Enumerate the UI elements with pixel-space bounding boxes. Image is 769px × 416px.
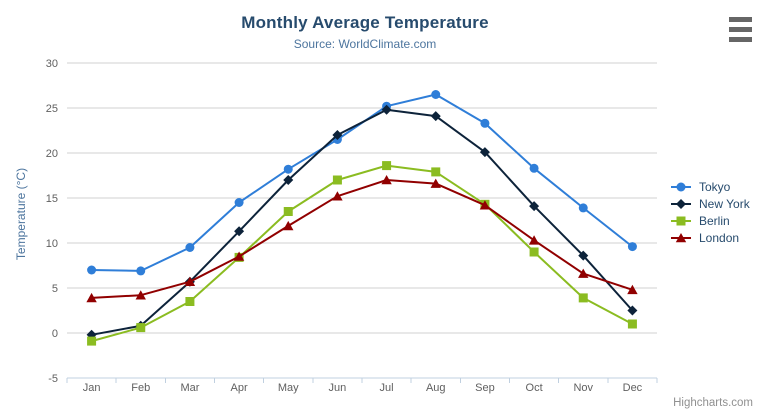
data-point-marker-london[interactable] bbox=[381, 175, 392, 185]
data-point-marker-london[interactable] bbox=[430, 178, 441, 188]
y-axis-tick-label: 5 bbox=[52, 283, 58, 295]
data-point-marker-tokyo[interactable] bbox=[136, 266, 146, 276]
export-menu-button[interactable] bbox=[729, 17, 753, 43]
y-axis-tick-label: -5 bbox=[48, 373, 58, 385]
data-point-marker-tokyo[interactable] bbox=[529, 163, 539, 173]
legend-marker-shape[interactable] bbox=[675, 232, 687, 242]
y-axis-tick-label: 20 bbox=[46, 148, 58, 160]
legend-item-berlin[interactable]: Berlin bbox=[670, 212, 750, 229]
series-line-new-york[interactable] bbox=[90, 108, 634, 336]
data-point-marker-berlin[interactable] bbox=[332, 175, 342, 185]
data-point-marker-tokyo[interactable] bbox=[87, 265, 97, 275]
data-point-marker-new-york[interactable] bbox=[627, 305, 638, 316]
data-point-marker-berlin[interactable] bbox=[136, 323, 146, 333]
data-point-marker-tokyo[interactable] bbox=[627, 242, 637, 252]
series-line-berlin[interactable] bbox=[90, 164, 634, 343]
x-axis-tick-label: Mar bbox=[180, 382, 199, 394]
data-point-marker-london[interactable] bbox=[627, 284, 638, 295]
data-point-marker-new-york[interactable] bbox=[283, 175, 294, 185]
legend-marker-circle-icon bbox=[671, 182, 691, 191]
data-point-marker-london[interactable] bbox=[135, 290, 146, 300]
data-point-marker-berlin[interactable] bbox=[283, 207, 293, 216]
y-axis-tick-label: 30 bbox=[46, 58, 58, 70]
data-point-marker-berlin[interactable] bbox=[578, 293, 588, 303]
data-point-marker-new-york[interactable] bbox=[578, 250, 589, 261]
data-point-marker-tokyo[interactable] bbox=[480, 118, 490, 128]
legend-item-label: Berlin bbox=[699, 213, 730, 228]
x-axis-tick-label: Apr bbox=[231, 382, 248, 394]
x-axis-tick-label: Aug bbox=[426, 382, 446, 394]
y-axis-tick-label: 15 bbox=[46, 193, 58, 205]
data-point-marker-berlin[interactable] bbox=[627, 319, 637, 329]
series-line-tokyo[interactable] bbox=[90, 93, 634, 272]
y-axis-tick-label: 10 bbox=[46, 238, 58, 250]
data-point-marker-tokyo[interactable] bbox=[185, 243, 195, 252]
data-point-marker-new-york[interactable] bbox=[234, 226, 245, 237]
x-axis-tick-label: Jul bbox=[380, 382, 394, 394]
legend-marker-shape[interactable] bbox=[676, 198, 686, 209]
data-point-marker-london[interactable] bbox=[332, 191, 343, 201]
series-tokyo[interactable] bbox=[87, 90, 637, 276]
y-axis-tick-label: 0 bbox=[52, 328, 58, 340]
data-point-marker-tokyo[interactable] bbox=[283, 164, 293, 174]
x-axis-tick-label: Feb bbox=[131, 382, 150, 394]
data-point-marker-new-york[interactable] bbox=[381, 104, 392, 115]
data-point-marker-tokyo[interactable] bbox=[578, 203, 588, 213]
x-axis-tick-label: Oct bbox=[526, 382, 543, 394]
chart-subtitle: Source: WorldClimate.com bbox=[293, 37, 437, 51]
hamburger-icon bbox=[729, 17, 753, 42]
legend-item-new-york[interactable]: New York bbox=[670, 195, 750, 212]
data-point-marker-london[interactable] bbox=[578, 268, 589, 278]
series-london[interactable] bbox=[86, 175, 638, 303]
legend-item-london[interactable]: London bbox=[670, 229, 750, 246]
legend-marker-square-icon bbox=[671, 216, 691, 225]
data-point-marker-new-york[interactable] bbox=[332, 130, 343, 140]
legend: Tokyo New York Berlin London bbox=[670, 178, 750, 246]
data-point-marker-berlin[interactable] bbox=[185, 297, 195, 306]
y-axis-tick-label: 25 bbox=[46, 103, 58, 115]
legend-marker-diamond-icon bbox=[671, 198, 691, 209]
data-point-marker-new-york[interactable] bbox=[430, 111, 441, 122]
data-point-marker-berlin[interactable] bbox=[431, 167, 441, 177]
data-point-marker-london[interactable] bbox=[86, 292, 97, 303]
legend-item-label: New York bbox=[699, 196, 750, 211]
x-axis-tick-label: May bbox=[278, 382, 299, 394]
legend-marker-shape[interactable] bbox=[676, 216, 686, 225]
data-point-marker-london[interactable] bbox=[184, 276, 196, 286]
legend-item-label: Tokyo bbox=[699, 179, 731, 194]
x-axis-tick-label: Jun bbox=[329, 382, 347, 394]
legend-item-tokyo[interactable]: Tokyo bbox=[670, 178, 750, 195]
data-point-marker-london[interactable] bbox=[479, 200, 491, 210]
data-point-marker-new-york[interactable] bbox=[479, 147, 490, 158]
x-axis-tick-label: Nov bbox=[573, 382, 593, 394]
legend-marker-shape[interactable] bbox=[676, 182, 686, 191]
x-axis-tick-label: Jan bbox=[83, 382, 101, 394]
data-point-marker-berlin[interactable] bbox=[529, 247, 539, 257]
data-point-marker-berlin[interactable] bbox=[382, 161, 392, 171]
data-point-marker-london[interactable] bbox=[233, 251, 245, 261]
legend-item-label: London bbox=[699, 230, 740, 245]
data-point-marker-tokyo[interactable] bbox=[431, 90, 441, 99]
data-point-marker-london[interactable] bbox=[528, 235, 540, 245]
credits-link[interactable]: Highcharts.com bbox=[673, 397, 753, 409]
data-point-marker-berlin[interactable] bbox=[87, 336, 97, 346]
data-point-marker-new-york[interactable] bbox=[529, 201, 540, 212]
x-axis-tick-label: Dec bbox=[623, 382, 643, 394]
chart-title: Monthly Average Temperature bbox=[241, 13, 489, 32]
series-line-london[interactable] bbox=[90, 179, 634, 299]
data-point-marker-london[interactable] bbox=[283, 220, 294, 231]
x-axis-tick-label: Sep bbox=[475, 382, 495, 394]
legend-marker-triangle-icon bbox=[671, 232, 691, 242]
data-point-marker-tokyo[interactable] bbox=[234, 198, 244, 207]
series-new-york[interactable] bbox=[86, 104, 638, 340]
